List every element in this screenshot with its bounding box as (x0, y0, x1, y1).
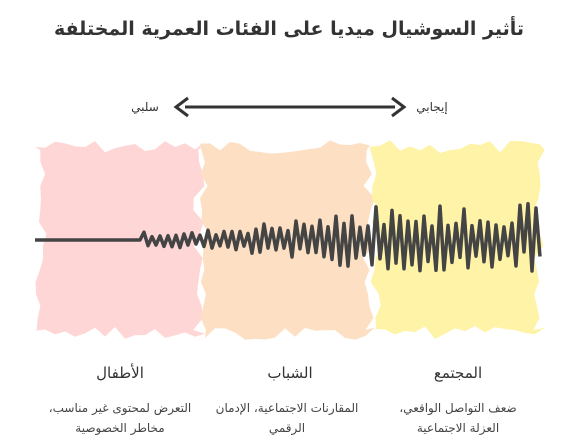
positive-label: إيجابي (416, 100, 448, 114)
group-label: الشباب (267, 364, 313, 382)
group-description: المقارنات الاجتماعية، الإدمان الرقمي (215, 401, 359, 435)
arrow-head (173, 96, 189, 118)
negative-label: سلبي (131, 100, 159, 114)
group-label: المجتمع (433, 364, 483, 382)
title: تأثير السوشيال ميديا على الفئات العمرية … (53, 18, 525, 40)
group-description: التعرض لمحتوى غير مناسب، مخاطر الخصوصية (48, 401, 192, 435)
arrow-head (391, 96, 407, 118)
group-description: ضعف التواصل الواقعي، العزلة الاجتماعية (399, 401, 517, 435)
wave-line (35, 201, 542, 273)
group-label: الأطفال (96, 364, 144, 382)
